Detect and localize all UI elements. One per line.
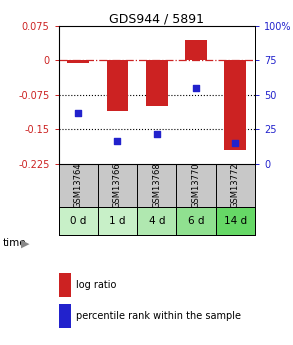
Point [233,140,238,146]
Text: 0 d: 0 d [70,216,86,226]
Bar [224,60,246,150]
Text: GSM13766: GSM13766 [113,162,122,208]
Text: GSM13768: GSM13768 [152,162,161,208]
Bar [107,60,128,111]
Point [76,110,81,116]
Text: 14 d: 14 d [224,216,247,226]
Bar [59,305,71,328]
Text: GSM13770: GSM13770 [192,163,200,208]
Text: GSM13764: GSM13764 [74,163,83,208]
Point [115,138,120,143]
Text: ▶: ▶ [21,238,29,248]
Bar [185,40,207,60]
Text: 1 d: 1 d [109,216,126,226]
Point [154,131,159,136]
Bar [176,207,216,235]
Bar [146,60,168,107]
Text: GSM13772: GSM13772 [231,163,240,208]
Bar [98,207,137,235]
Text: time: time [3,238,27,248]
Point [194,85,198,91]
Bar [67,60,89,63]
Bar [59,274,71,297]
Text: 4 d: 4 d [149,216,165,226]
Text: log ratio: log ratio [76,280,117,290]
Bar [216,207,255,235]
Text: 6 d: 6 d [188,216,204,226]
Text: percentile rank within the sample: percentile rank within the sample [76,311,241,321]
Bar [137,207,176,235]
Bar [59,207,98,235]
Title: GDS944 / 5891: GDS944 / 5891 [109,13,204,26]
